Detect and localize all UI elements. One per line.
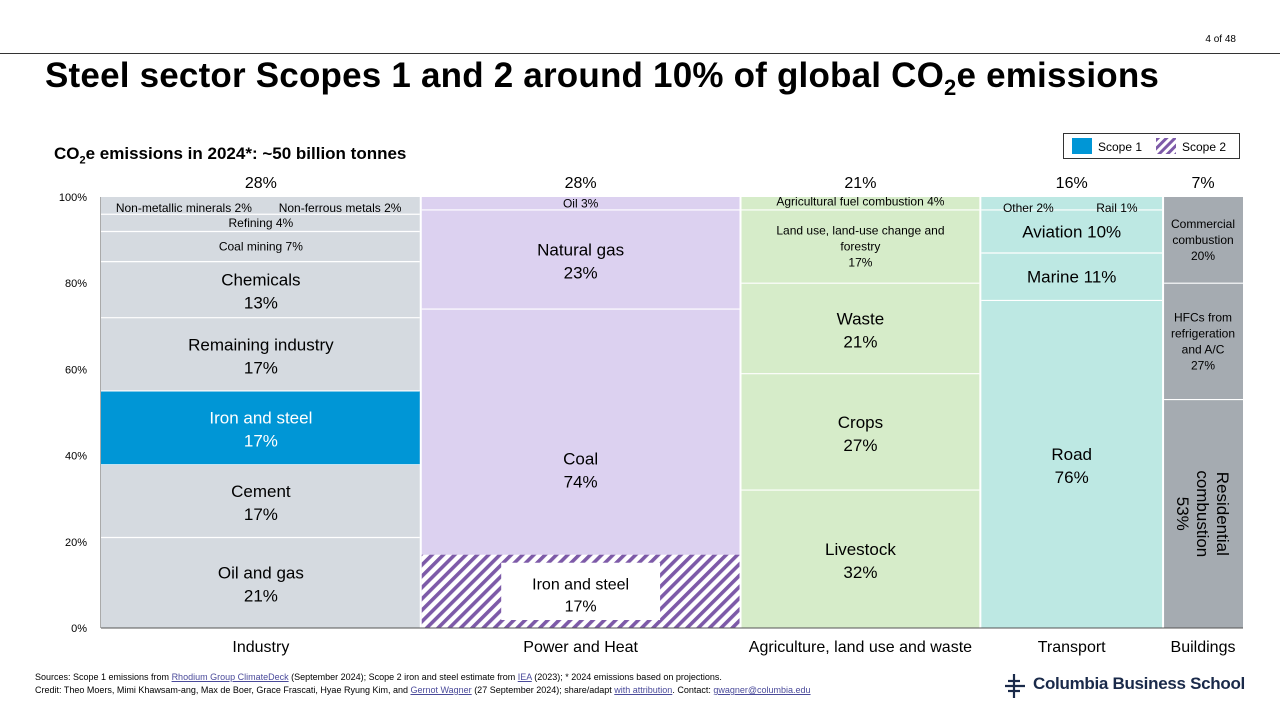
- page-number: 4 of 48: [1205, 34, 1236, 45]
- segment-label: Oil and gas: [218, 564, 304, 583]
- y-tick-label: 80%: [65, 278, 87, 290]
- segment-label: Crops: [838, 413, 883, 432]
- segment-label-small: Land use, land-use change and: [776, 224, 944, 238]
- segment-label-rotated: combustion: [1193, 470, 1212, 557]
- y-tick-label: 60%: [65, 364, 87, 376]
- column-share-label: 28%: [245, 175, 277, 192]
- segment-label-small: Coal mining 7%: [219, 240, 303, 254]
- column-share-label: 28%: [565, 175, 597, 192]
- segment-label: Chemicals: [221, 271, 300, 290]
- segment-label: Aviation 10%: [1022, 222, 1121, 241]
- segment-label-small: Agricultural fuel combustion 4%: [776, 194, 944, 208]
- segment-value: 17%: [244, 432, 278, 451]
- credit-line: Credit: Theo Moers, Mimi Khawsam-ang, Ma…: [35, 685, 811, 695]
- x-category-label: Buildings: [1171, 639, 1236, 656]
- scope2-label-box: [501, 562, 661, 620]
- column-buildings: [1164, 197, 1243, 628]
- x-category-label: Industry: [232, 639, 289, 656]
- legend-scope2-swatch: [1156, 138, 1176, 154]
- segment-label-small: 17%: [848, 256, 872, 270]
- segment-value: 21%: [244, 587, 278, 606]
- y-tick-label: 20%: [65, 537, 87, 549]
- segment-label-small: Commercial: [1171, 217, 1235, 231]
- link-iea[interactable]: IEA: [517, 672, 532, 682]
- sources-credit: Sources: Scope 1 emissions from Rhodium …: [35, 671, 811, 697]
- segment-label: Road: [1051, 445, 1092, 464]
- header-rule: [0, 53, 1280, 54]
- x-category-label: Power and Heat: [523, 639, 638, 656]
- columbia-crown-icon: [1005, 674, 1025, 698]
- logo-name: Columbia Business School: [1033, 674, 1245, 693]
- segment-label: Cement: [231, 482, 291, 501]
- legend-scope1-swatch: [1072, 138, 1092, 154]
- segment-label-small: forestry: [840, 240, 880, 254]
- x-category-label: Transport: [1038, 639, 1106, 656]
- segment-value: 76%: [1055, 468, 1089, 487]
- segment-value: 27%: [843, 436, 877, 455]
- legend-scope2-label: Scope 2: [1182, 140, 1227, 154]
- x-category-label: Agriculture, land use and waste: [749, 639, 972, 656]
- segment-value: 13%: [244, 294, 278, 313]
- segment-label-small: combustion: [1172, 233, 1233, 247]
- column-share-label: 7%: [1191, 175, 1214, 192]
- link-contact-email[interactable]: gwagner@columbia.edu: [713, 685, 811, 695]
- segment-label-small: HFCs from: [1174, 310, 1232, 324]
- segment-iron-and-steel: [101, 390, 420, 465]
- segment-label: Remaining industry: [188, 335, 334, 354]
- segment-label: Waste: [837, 309, 885, 328]
- y-tick-label: 40%: [65, 451, 87, 463]
- segment-label-small: Oil 3%: [563, 196, 599, 210]
- segment-value: 17%: [244, 505, 278, 524]
- segment-label-small: refrigeration: [1171, 326, 1235, 340]
- segment-value: 21%: [843, 332, 877, 351]
- segment-label-split: Rail 1%: [1096, 201, 1138, 215]
- column-share-label: 16%: [1056, 175, 1088, 192]
- scope2-value: 17%: [565, 598, 597, 615]
- column-transport: [981, 197, 1163, 628]
- y-tick-label: 100%: [59, 192, 87, 204]
- segment-value: 17%: [244, 358, 278, 377]
- segment-label: Marine 11%: [1027, 268, 1116, 287]
- segment-label-split: Non-metallic minerals 2%: [116, 201, 252, 215]
- chart-legend: Scope 1 Scope 2: [1063, 133, 1240, 159]
- segment-label: Livestock: [825, 540, 896, 559]
- segment-label: Iron and steel: [209, 409, 312, 428]
- segment-value: 32%: [843, 563, 877, 582]
- segment-label: Natural gas: [537, 240, 624, 259]
- link-rhodium[interactable]: Rhodium Group ClimateDeck: [171, 672, 289, 682]
- segment-value: 23%: [564, 263, 598, 282]
- segment-label-split: Other 2%: [1003, 201, 1054, 215]
- sources-line: Sources: Scope 1 emissions from Rhodium …: [35, 672, 722, 682]
- segment-label-small: 27%: [1191, 358, 1215, 372]
- segment-label-small: Refining 4%: [229, 216, 294, 230]
- segment-value: 74%: [564, 473, 598, 492]
- segment-label-small: and A/C: [1182, 342, 1225, 356]
- chart-subtitle: CO2e emissions in 2024*: ~50 billion ton…: [54, 144, 407, 167]
- y-tick-label: 0%: [71, 623, 87, 635]
- scope2-label: Iron and steel: [532, 576, 629, 593]
- segment-label-rotated: 53%: [1173, 497, 1192, 531]
- segment-label-rotated: Residential: [1213, 472, 1232, 556]
- legend-scope1-label: Scope 1: [1098, 140, 1143, 154]
- segment-label-split: Non-ferrous metals 2%: [279, 201, 402, 215]
- segment-label: Coal: [563, 450, 598, 469]
- column-share-label: 21%: [844, 175, 876, 192]
- segment-label-small: 20%: [1191, 249, 1215, 263]
- link-gernot-wagner[interactable]: Gernot Wagner: [410, 685, 472, 695]
- link-attribution[interactable]: with attribution: [614, 685, 673, 695]
- slide-title: Steel sector Scopes 1 and 2 around 10% o…: [45, 56, 1160, 100]
- column-agriculture-land-use-and-waste: [741, 197, 980, 628]
- columbia-logo: Columbia Business School: [1003, 671, 1253, 701]
